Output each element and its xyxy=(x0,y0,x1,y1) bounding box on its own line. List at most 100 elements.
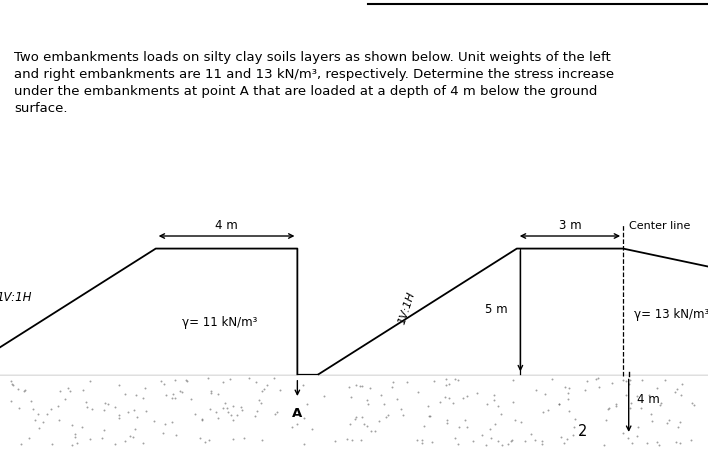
Point xyxy=(350,382,362,389)
Point xyxy=(554,400,565,408)
Point xyxy=(318,393,329,400)
Point xyxy=(484,425,496,433)
Point xyxy=(199,439,210,446)
Point xyxy=(553,401,564,408)
Point xyxy=(423,413,434,420)
Point xyxy=(47,441,58,448)
Point xyxy=(139,384,151,391)
Point xyxy=(113,382,125,389)
Point xyxy=(329,438,341,445)
Point xyxy=(84,435,96,443)
Point xyxy=(489,391,500,398)
Point xyxy=(656,399,667,407)
Point xyxy=(84,378,96,385)
Point xyxy=(244,375,255,382)
Point xyxy=(610,403,622,410)
Point xyxy=(378,400,389,408)
Point xyxy=(69,434,80,441)
Point xyxy=(381,414,392,421)
Point xyxy=(606,379,617,386)
Point xyxy=(82,403,93,410)
Point xyxy=(5,398,16,405)
Point xyxy=(654,402,666,409)
Point xyxy=(268,374,280,382)
Point xyxy=(508,377,519,384)
Point xyxy=(567,431,578,439)
Point xyxy=(131,391,142,399)
Point xyxy=(364,385,375,392)
Point xyxy=(558,440,569,447)
Polygon shape xyxy=(319,249,708,374)
Point xyxy=(651,439,663,446)
Point xyxy=(564,384,575,392)
Point xyxy=(581,378,593,385)
Point xyxy=(166,418,178,425)
Point xyxy=(33,410,44,417)
Point xyxy=(391,396,402,403)
Point xyxy=(34,424,45,431)
Point xyxy=(256,437,268,444)
Point xyxy=(203,437,215,444)
Point xyxy=(489,420,501,427)
Point xyxy=(156,378,167,385)
Point xyxy=(537,438,548,445)
Point xyxy=(520,437,531,445)
Point xyxy=(688,401,700,409)
Point xyxy=(72,440,83,447)
Point xyxy=(157,430,169,437)
Point xyxy=(481,442,492,449)
Point xyxy=(686,400,697,407)
Point xyxy=(169,394,181,402)
Point xyxy=(592,374,603,382)
Point xyxy=(631,392,642,399)
Point xyxy=(159,420,171,428)
Point xyxy=(669,389,680,396)
Point xyxy=(212,390,224,397)
Point xyxy=(350,414,362,421)
Point xyxy=(376,391,387,398)
Point xyxy=(8,381,19,389)
Point xyxy=(539,391,551,398)
Point xyxy=(600,416,612,423)
Point xyxy=(67,421,78,429)
Point xyxy=(13,404,24,412)
Point xyxy=(185,396,197,403)
Point xyxy=(19,387,30,394)
Point xyxy=(140,407,152,415)
Point xyxy=(440,375,452,383)
Point xyxy=(361,422,372,430)
Point xyxy=(369,427,380,435)
Point xyxy=(176,389,188,396)
Point xyxy=(354,383,365,390)
Point xyxy=(661,420,673,427)
Point xyxy=(357,414,368,421)
Point xyxy=(623,381,634,388)
Point xyxy=(18,387,30,394)
Point xyxy=(426,439,438,446)
Point xyxy=(171,431,182,439)
Point xyxy=(362,401,374,408)
Point xyxy=(599,442,610,449)
Point xyxy=(127,434,139,441)
Point xyxy=(505,437,516,445)
Point xyxy=(537,408,549,415)
Point xyxy=(561,435,573,443)
Point xyxy=(341,435,353,443)
Point xyxy=(562,389,573,397)
Point xyxy=(345,394,356,401)
Point xyxy=(12,385,23,393)
Point xyxy=(603,405,614,413)
Point xyxy=(256,387,268,394)
Text: γ= 13 kN/m³: γ= 13 kN/m³ xyxy=(634,308,708,321)
Point xyxy=(129,407,140,414)
Point xyxy=(149,418,160,425)
Point xyxy=(137,394,149,402)
Point xyxy=(660,377,671,384)
Point xyxy=(635,404,646,411)
Point xyxy=(382,411,394,419)
Point xyxy=(503,440,514,448)
Point xyxy=(361,397,372,404)
Point xyxy=(452,376,464,384)
Point xyxy=(441,419,452,426)
Point xyxy=(291,421,302,428)
